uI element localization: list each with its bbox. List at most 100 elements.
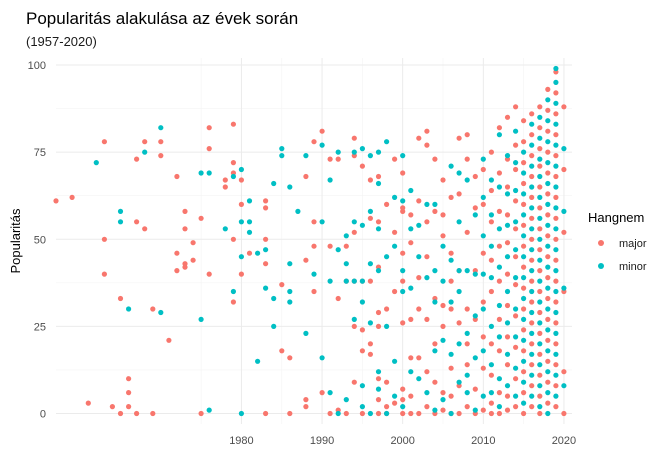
point-major <box>279 282 285 288</box>
point-minor <box>496 132 502 138</box>
point-minor <box>255 358 261 364</box>
point-minor <box>424 275 430 281</box>
point-minor <box>472 313 478 319</box>
point-major <box>521 369 527 375</box>
point-major <box>545 128 551 134</box>
point-major <box>521 285 527 291</box>
point-minor <box>537 173 543 180</box>
point-major <box>472 205 478 211</box>
point-major <box>351 323 357 329</box>
point-minor <box>440 397 446 403</box>
point-minor <box>319 142 325 148</box>
point-minor <box>504 383 511 389</box>
point-minor <box>327 177 333 183</box>
point-major <box>464 341 470 347</box>
point-major <box>561 166 567 173</box>
point-minor <box>504 222 511 228</box>
point-minor <box>238 410 244 417</box>
point-minor <box>513 187 519 194</box>
point-major <box>521 201 527 207</box>
point-major <box>400 250 406 256</box>
point-major <box>496 410 502 417</box>
point-major <box>545 337 551 343</box>
point-minor <box>504 191 511 197</box>
point-minor <box>537 257 543 263</box>
point-major <box>504 302 511 309</box>
point-minor <box>392 194 398 200</box>
point-minor <box>537 404 543 410</box>
point-major <box>513 166 519 173</box>
y-tick-label: 0 <box>40 409 46 421</box>
point-major <box>327 156 333 162</box>
point-minor <box>472 407 478 413</box>
point-major <box>182 264 188 270</box>
point-minor <box>480 348 486 354</box>
point-major <box>109 404 115 410</box>
legend-key-major <box>598 240 604 246</box>
point-major <box>101 236 107 242</box>
point-major <box>134 156 140 162</box>
point-minor <box>521 358 527 364</box>
point-major <box>537 288 543 295</box>
point-minor <box>488 390 494 396</box>
point-major <box>553 194 559 200</box>
point-major <box>424 369 430 375</box>
point-major <box>553 173 559 180</box>
point-minor <box>464 372 470 378</box>
x-tick-label: 2000 <box>390 435 414 447</box>
point-minor <box>271 295 277 302</box>
point-minor <box>367 410 373 417</box>
point-major <box>545 379 551 385</box>
point-major <box>545 358 551 364</box>
point-minor <box>408 369 414 375</box>
point-major <box>488 341 494 347</box>
point-minor <box>472 271 478 277</box>
point-minor <box>553 393 559 399</box>
point-major <box>448 306 454 312</box>
point-major <box>561 229 567 235</box>
point-major <box>488 219 494 225</box>
point-major <box>206 146 212 152</box>
point-minor <box>472 355 478 361</box>
point-major <box>553 215 559 221</box>
point-major <box>545 316 551 322</box>
point-minor <box>456 379 462 385</box>
point-major <box>440 323 446 329</box>
point-major <box>400 170 406 176</box>
point-major <box>448 365 454 371</box>
point-minor <box>513 128 519 134</box>
point-major <box>496 243 502 249</box>
point-minor <box>537 341 543 347</box>
point-minor <box>464 268 470 274</box>
point-major <box>263 236 269 242</box>
point-minor <box>142 149 148 155</box>
point-major <box>537 410 543 417</box>
point-major <box>545 295 551 302</box>
point-minor <box>464 390 470 396</box>
point-minor <box>416 376 422 382</box>
point-minor <box>246 219 253 225</box>
point-minor <box>513 275 519 281</box>
point-major <box>303 257 309 263</box>
point-major <box>416 135 422 141</box>
point-major <box>537 247 543 253</box>
point-minor <box>472 212 478 218</box>
point-major <box>440 212 446 218</box>
point-minor <box>513 219 519 225</box>
point-minor <box>432 201 438 207</box>
point-minor <box>440 337 446 343</box>
point-minor <box>496 334 502 340</box>
point-major <box>496 390 502 396</box>
point-major <box>553 257 559 263</box>
point-major <box>545 86 551 92</box>
point-minor <box>287 261 293 267</box>
point-major <box>537 268 543 274</box>
point-major <box>496 316 502 322</box>
point-minor <box>367 153 373 159</box>
point-major <box>230 236 236 242</box>
point-major <box>553 90 559 96</box>
point-major <box>327 243 333 249</box>
point-major <box>529 132 535 138</box>
point-major <box>448 194 454 200</box>
point-minor <box>464 177 470 183</box>
